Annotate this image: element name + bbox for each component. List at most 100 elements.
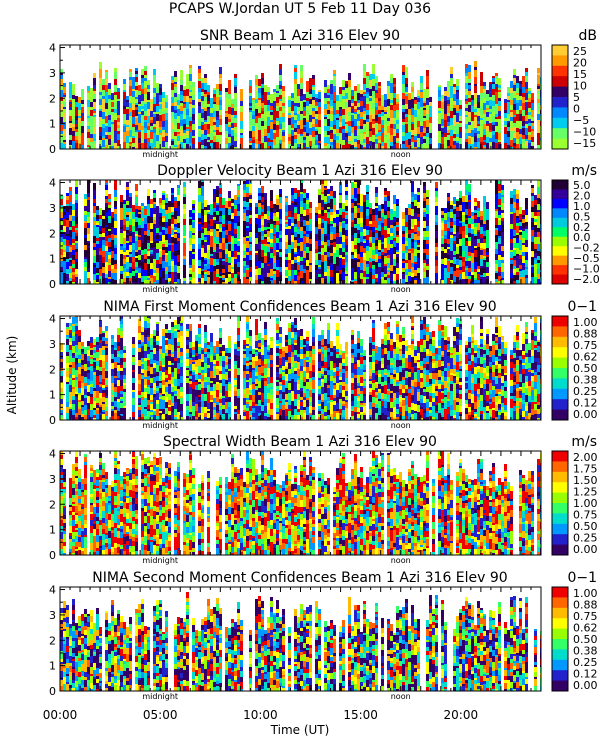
heatmap-cell — [339, 255, 342, 258]
heatmap-cell — [396, 102, 399, 104]
heatmap-cell — [363, 253, 366, 260]
heatmap-cell — [351, 96, 354, 99]
heatmap-cell — [351, 113, 354, 115]
heatmap-cell — [447, 201, 450, 203]
heatmap-cell — [297, 229, 300, 234]
heatmap-cell — [60, 220, 63, 225]
heatmap-cell — [246, 187, 249, 193]
heatmap-cell — [99, 95, 102, 99]
heatmap-cell — [303, 102, 306, 107]
heatmap-cell — [255, 275, 258, 280]
heatmap-cell — [126, 143, 129, 149]
heatmap-cell — [228, 224, 231, 231]
heatmap-cell — [270, 110, 273, 112]
heatmap-cell — [510, 239, 513, 243]
heatmap-cell — [336, 114, 339, 118]
heatmap-cell — [117, 88, 120, 90]
heatmap-cell — [414, 276, 417, 278]
heatmap-cell — [327, 257, 330, 260]
heatmap-cell — [465, 89, 468, 95]
heatmap-cell — [213, 202, 216, 208]
heatmap-cell — [174, 282, 177, 284]
heatmap-cell — [414, 194, 417, 200]
heatmap-cell — [495, 122, 498, 126]
heatmap-cell — [321, 207, 324, 210]
heatmap-cell — [129, 103, 132, 108]
heatmap-cell — [483, 117, 486, 124]
heatmap-cell — [384, 232, 387, 238]
heatmap-cell — [69, 116, 72, 121]
heatmap-cell — [393, 274, 396, 281]
heatmap-cell — [315, 119, 318, 124]
heatmap-cell — [162, 268, 165, 271]
heatmap-cell — [162, 130, 165, 132]
heatmap-cell — [318, 114, 321, 120]
heatmap-cell — [276, 121, 279, 125]
heatmap-cell — [507, 145, 510, 149]
heatmap-cell — [438, 137, 441, 143]
heatmap-cell — [243, 190, 246, 193]
heatmap-cell — [495, 271, 498, 273]
heatmap-cell — [72, 106, 75, 113]
heatmap-cell — [225, 201, 228, 208]
heatmap-cell — [474, 239, 477, 246]
heatmap-cell — [300, 134, 303, 136]
heatmap-cell — [207, 277, 210, 284]
heatmap-cell — [459, 239, 462, 246]
heatmap-cell — [465, 266, 468, 268]
heatmap-cell — [183, 214, 186, 219]
heatmap-cell — [120, 231, 123, 233]
heatmap-cell — [468, 202, 471, 205]
heatmap-cell — [81, 113, 84, 116]
heatmap-cell — [324, 131, 327, 135]
heatmap-cell — [174, 110, 177, 113]
colorbar-label: 0 — [573, 103, 580, 116]
heatmap-cell — [465, 83, 468, 89]
heatmap-cell — [345, 99, 348, 102]
heatmap-cell — [441, 259, 444, 264]
heatmap-cell — [480, 248, 483, 250]
heatmap-cell — [522, 93, 525, 97]
heatmap-cell — [402, 244, 405, 251]
heatmap-cell — [468, 136, 471, 138]
heatmap-cell — [327, 266, 330, 269]
heatmap-cell — [204, 272, 207, 274]
heatmap-cell — [513, 223, 516, 230]
heatmap-cell — [525, 76, 528, 82]
heatmap-cell — [258, 242, 261, 249]
heatmap-cell — [261, 114, 264, 118]
heatmap-cell — [165, 218, 168, 222]
heatmap-cell — [351, 245, 354, 252]
heatmap-cell — [192, 82, 195, 87]
heatmap-cell — [228, 251, 231, 257]
heatmap-cell — [438, 113, 441, 118]
heatmap-cell — [78, 125, 81, 129]
heatmap-cell — [384, 120, 387, 124]
heatmap-cell — [72, 84, 75, 91]
heatmap-cell — [516, 128, 519, 132]
heatmap-cell — [267, 105, 270, 111]
heatmap-cell — [378, 106, 381, 110]
heatmap-cell — [153, 273, 156, 276]
heatmap-cell — [261, 101, 264, 103]
heatmap-cell — [69, 230, 72, 237]
heatmap-cell — [456, 207, 459, 211]
heatmap-cell — [345, 184, 348, 187]
heatmap-cell — [390, 74, 393, 78]
heatmap-cell — [315, 102, 318, 106]
heatmap-cell — [87, 197, 90, 200]
heatmap-cell — [189, 102, 192, 104]
heatmap-cell — [144, 91, 147, 94]
heatmap-cell — [402, 132, 405, 136]
heatmap-cell — [159, 102, 162, 104]
heatmap-cell — [267, 146, 270, 149]
heatmap-cell — [417, 90, 420, 94]
heatmap-cell — [423, 193, 426, 198]
heatmap-cell — [291, 93, 294, 98]
heatmap-cell — [360, 270, 363, 273]
heatmap-cell — [231, 219, 234, 222]
heatmap-cell — [135, 197, 138, 203]
heatmap-cell — [291, 249, 294, 254]
heatmap-cell — [306, 260, 309, 266]
heatmap-cell — [171, 193, 174, 195]
